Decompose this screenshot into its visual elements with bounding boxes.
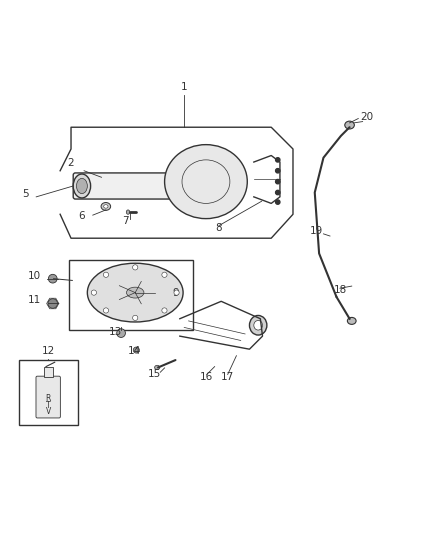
Text: 10: 10 <box>28 271 41 281</box>
Ellipse shape <box>345 121 354 129</box>
FancyBboxPatch shape <box>44 367 53 377</box>
Circle shape <box>174 290 179 295</box>
Text: 20: 20 <box>360 112 374 122</box>
Circle shape <box>91 290 96 295</box>
Ellipse shape <box>165 144 247 219</box>
Text: 13: 13 <box>109 327 122 337</box>
FancyBboxPatch shape <box>36 376 60 418</box>
Ellipse shape <box>77 179 87 193</box>
Text: 19: 19 <box>310 226 324 236</box>
Text: 2: 2 <box>68 158 74 168</box>
Circle shape <box>48 298 57 308</box>
Ellipse shape <box>347 318 356 325</box>
Circle shape <box>133 315 138 320</box>
Text: 18: 18 <box>334 285 347 295</box>
Bar <box>19 360 78 425</box>
Circle shape <box>117 329 125 337</box>
Circle shape <box>276 158 280 162</box>
Ellipse shape <box>126 210 130 214</box>
Circle shape <box>103 272 109 277</box>
Ellipse shape <box>104 205 108 208</box>
Circle shape <box>162 272 167 277</box>
Ellipse shape <box>87 263 183 322</box>
Ellipse shape <box>127 287 144 298</box>
Circle shape <box>162 308 167 313</box>
Text: 5: 5 <box>22 189 28 199</box>
Ellipse shape <box>250 316 267 335</box>
Circle shape <box>48 274 57 283</box>
Text: 6: 6 <box>78 212 85 222</box>
Text: 17: 17 <box>221 372 234 382</box>
Circle shape <box>133 265 138 270</box>
Text: R: R <box>46 394 51 403</box>
Text: V: V <box>46 407 51 416</box>
Circle shape <box>276 200 280 204</box>
Text: 9: 9 <box>172 288 179 298</box>
Text: T: T <box>46 401 50 410</box>
FancyBboxPatch shape <box>73 173 199 199</box>
Circle shape <box>103 308 109 313</box>
Bar <box>69 260 193 329</box>
Circle shape <box>133 347 139 353</box>
Text: 12: 12 <box>42 346 55 357</box>
Circle shape <box>276 168 280 173</box>
Text: 15: 15 <box>148 369 161 378</box>
Text: 1: 1 <box>181 82 187 92</box>
Ellipse shape <box>101 203 111 211</box>
Text: 16: 16 <box>200 372 213 382</box>
Text: 11: 11 <box>28 295 41 305</box>
Text: 14: 14 <box>127 346 141 357</box>
Circle shape <box>276 190 280 195</box>
Circle shape <box>276 180 280 184</box>
Text: 7: 7 <box>122 216 129 226</box>
Text: 8: 8 <box>215 223 223 233</box>
Ellipse shape <box>254 320 262 330</box>
Ellipse shape <box>155 365 160 370</box>
Ellipse shape <box>73 174 91 198</box>
